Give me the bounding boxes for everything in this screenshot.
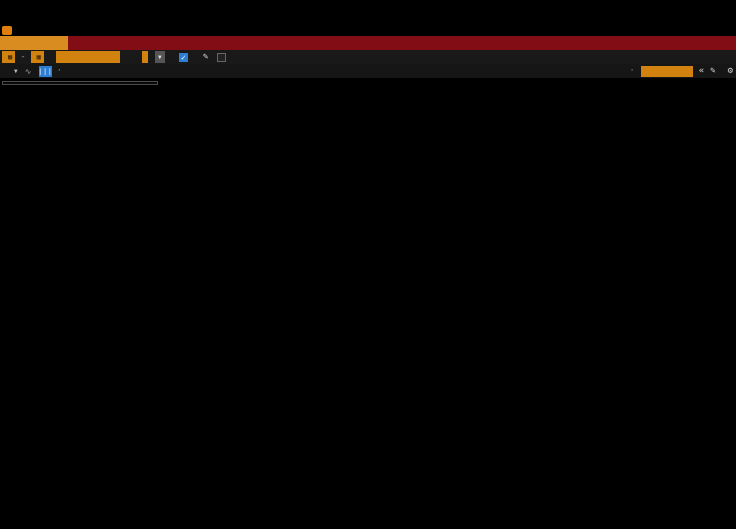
security-tab[interactable] <box>0 36 68 50</box>
menu-bar <box>0 36 736 50</box>
toolbar-separator: · <box>629 66 635 76</box>
session-stats-line <box>2 24 82 36</box>
intraday-sparkline <box>150 2 208 20</box>
chart-settings-toolbar: ▦ - ▦ ▼ ✓ ✎ <box>0 50 736 64</box>
mov-avgs-checkbox[interactable]: ✓ <box>178 52 188 62</box>
date-to-input[interactable]: ▦ <box>30 51 44 63</box>
pencil-icon[interactable]: ✎ <box>710 66 716 76</box>
chevron-down-icon: ▼ <box>14 68 18 75</box>
toolbar-separator: · <box>56 66 63 76</box>
chart-tools: · « ✎ ⚙ <box>629 64 733 78</box>
alert-icon[interactable] <box>2 25 12 35</box>
period-select[interactable]: ▼ <box>14 66 18 76</box>
price-field-select[interactable] <box>55 51 120 63</box>
date-from-input[interactable]: ▦ <box>2 51 16 63</box>
header-quote-line <box>0 0 736 20</box>
chevron-down-icon[interactable]: ▼ <box>154 51 165 63</box>
gear-icon[interactable]: ⚙ <box>727 66 733 76</box>
date-range-separator: - <box>20 52 26 62</box>
price-chart[interactable] <box>0 78 736 490</box>
range-toolbar: ▼ ∿ ❘❘❘ · <box>0 64 736 78</box>
calendar-icon: ▦ <box>36 53 41 61</box>
add-data-input[interactable] <box>640 65 693 77</box>
candle-chart-icon[interactable]: ❘❘❘ <box>37 65 53 77</box>
chart-legend[interactable] <box>2 81 158 85</box>
pencil-icon[interactable]: ✎ <box>202 52 209 62</box>
collapse-icon[interactable]: « <box>698 66 705 76</box>
currency-select[interactable] <box>141 51 148 63</box>
line-chart-icon[interactable]: ∿ <box>24 66 32 76</box>
chart-area <box>0 78 736 490</box>
terminal-footer <box>75 486 407 529</box>
related-data-button[interactable]: · <box>629 66 634 76</box>
calendar-icon: ▦ <box>8 53 13 61</box>
key-events-checkbox[interactable] <box>217 52 227 62</box>
